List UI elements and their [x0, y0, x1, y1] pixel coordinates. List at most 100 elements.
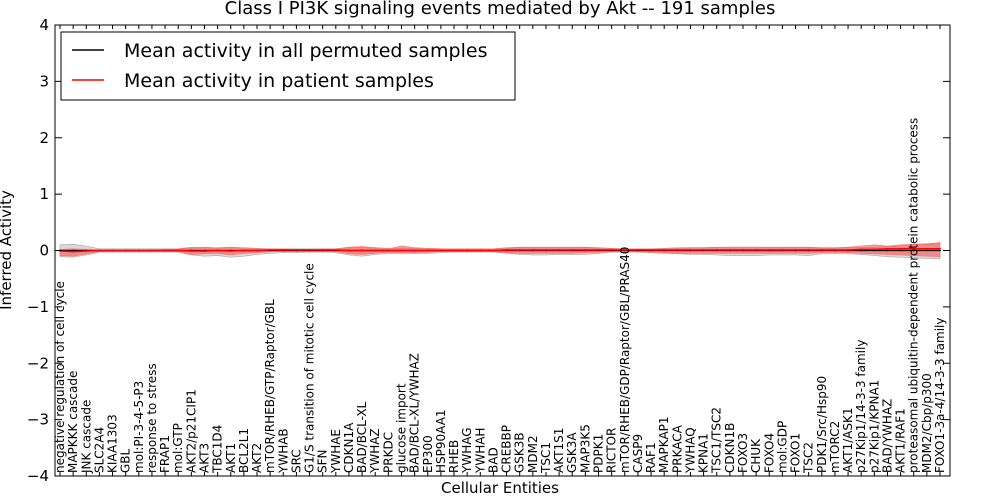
x-tick-label: YWHAQ: [683, 427, 697, 474]
data-point: [531, 249, 534, 251]
x-tick-label: PRKDC: [381, 432, 395, 473]
legend-box: [60, 31, 516, 101]
data-point: [269, 249, 272, 251]
x-tick-label: mol:PI-3-4-5-P3: [132, 381, 146, 473]
data-point: [912, 247, 915, 250]
x-tick-label: AKT3: [197, 443, 211, 473]
x-tick-label: SFN: [316, 450, 330, 474]
x-tick-label: AKT2/p21CIP1: [184, 389, 198, 473]
data-point: [308, 249, 311, 251]
x-tick-label: BCL2L1: [237, 428, 251, 473]
x-tick-label: HSP90AA1: [434, 409, 448, 473]
data-point: [807, 249, 810, 251]
x-tick-label: AKT1S1: [552, 428, 566, 473]
x-tick-label: YWHAG: [460, 427, 474, 474]
data-point: [256, 249, 258, 252]
data-point: [440, 249, 442, 252]
x-tick-label: response to stress: [145, 363, 159, 473]
data-point: [702, 249, 705, 251]
x-tick-label: MAPKAP1: [657, 416, 671, 473]
data-point: [321, 249, 324, 251]
data-point: [886, 249, 889, 252]
x-tick-label: FOXO4: [762, 433, 776, 473]
data-point: [899, 249, 902, 252]
x-tick-label: glucose import: [394, 383, 408, 473]
data-point: [479, 249, 482, 252]
x-tick-label: KIAA1303: [106, 414, 120, 473]
x-tick-label: PDK1/Src/Hsp90: [815, 376, 829, 473]
data-point: [715, 249, 718, 251]
data-point: [361, 249, 363, 252]
data-point: [873, 248, 876, 251]
data-point: [939, 249, 941, 252]
data-point: [925, 249, 928, 252]
data-point: [820, 249, 823, 251]
y-axis-label: Inferred Activity: [0, 190, 15, 310]
x-tick-label: mTOR/RHEB/GDP/Raptor/GBL/PRAS40: [618, 247, 632, 473]
x-tick-label: KPNA1: [697, 433, 711, 473]
x-tick-label: YWHAE: [329, 429, 343, 474]
y-tick-label: −1: [27, 298, 49, 316]
series-line-1: [59, 248, 940, 253]
plot-frame: [54, 24, 951, 477]
data-point: [912, 249, 915, 252]
x-tick-label: mol:GTP: [171, 423, 185, 473]
data-point: [886, 247, 889, 250]
x-tick-label: CASP9: [631, 434, 645, 473]
x-tick-label: YWHAB: [276, 428, 290, 474]
data-point: [387, 249, 390, 252]
y-tick-label: 3: [39, 72, 49, 90]
data-point: [426, 249, 429, 252]
x-tick-label: EP300: [421, 435, 435, 473]
x-tick-label: BAD/YWHAZ: [880, 399, 894, 473]
x-tick-label: FOXO1: [789, 433, 803, 473]
data-point: [334, 249, 337, 251]
x-tick-label: PRKACA: [670, 424, 684, 473]
x-tick-label: CDKN1B: [723, 423, 737, 473]
x-tick-label: BAD: [486, 447, 500, 473]
data-point: [794, 249, 797, 251]
x-tick-label: TSC1: [539, 442, 553, 474]
x-tick-label: FRAP1: [158, 435, 172, 473]
data-point: [151, 249, 153, 252]
data-point: [295, 249, 298, 251]
data-point: [558, 249, 560, 251]
x-tick-label: mol:GDP: [775, 421, 789, 473]
x-tick-label: p27Kip1/14-3-3 family: [854, 340, 868, 473]
data-point: [676, 249, 679, 251]
data-point: [899, 247, 902, 250]
data-point: [650, 249, 652, 251]
data-point: [72, 250, 75, 253]
data-point: [98, 249, 101, 252]
x-tick-label: RHEB: [447, 440, 461, 473]
data-point: [755, 249, 758, 251]
x-tick-label: CREBBP: [500, 425, 514, 473]
x-tick-label: GSK3A: [565, 432, 579, 473]
data-point: [164, 249, 166, 252]
data-point: [505, 249, 508, 251]
x-tick-label: TBC1D4: [211, 425, 225, 474]
x-tick-label: RICTOR: [605, 428, 619, 473]
chart-title: Class I PI3K signaling events mediated b…: [225, 0, 776, 19]
data-point: [124, 249, 127, 252]
y-tick-label: 1: [39, 185, 49, 203]
legend-entry: Mean activity in all permuted samples: [124, 40, 487, 62]
x-tick-label: FOXO3: [736, 433, 750, 473]
x-tick-label: FOXO1-3a-4/14-3-3 family: [933, 318, 947, 474]
data-point: [242, 249, 245, 252]
x-tick-label: MAP3K5: [578, 424, 592, 473]
x-tick-label: SLC2A4: [92, 427, 106, 473]
data-point: [663, 249, 666, 251]
data-point: [939, 247, 941, 250]
data-point: [623, 249, 626, 251]
x-tick-label: YWHAZ: [368, 428, 382, 474]
x-tick-label: BAD/BCL-XL/YWHAZ: [408, 353, 422, 473]
x-tick-label: CHUK: [749, 438, 763, 473]
x-tick-label: AKT1/ASK1: [841, 408, 855, 473]
data-point: [571, 249, 574, 251]
x-tick-label: MDM2/Cbp/p300: [920, 373, 934, 473]
x-tick-label: TSC1/TSC2: [710, 407, 724, 474]
x-tick-label: PDPK1: [592, 434, 606, 473]
data-point: [637, 249, 639, 251]
